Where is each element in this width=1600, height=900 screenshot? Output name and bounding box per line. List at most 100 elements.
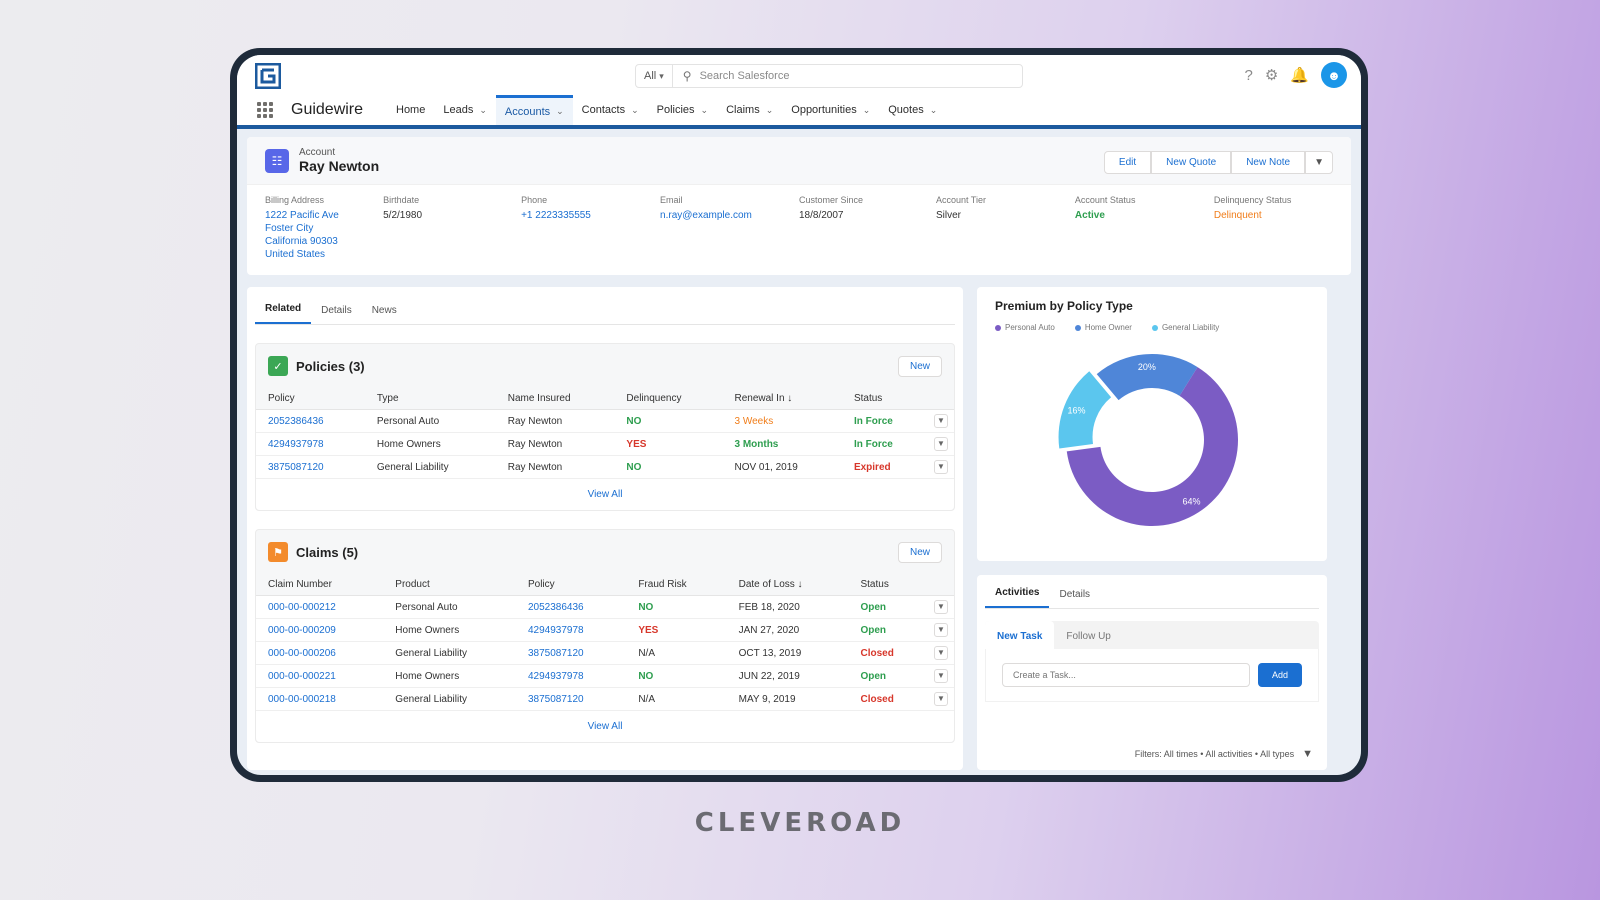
policies-view-all-link[interactable]: View All <box>256 479 954 510</box>
legend-item[interactable]: General Liability <box>1151 323 1219 332</box>
new-note-button[interactable]: New Note <box>1231 151 1306 174</box>
tab-activity-details[interactable]: Details <box>1059 589 1091 600</box>
bell-icon[interactable]: 🔔 <box>1290 67 1309 84</box>
new-quote-button[interactable]: New Quote <box>1151 151 1232 174</box>
chevron-down-icon[interactable]: ⌄ <box>765 104 774 115</box>
billing-address[interactable]: 1222 Pacific Ave Foster City California … <box>265 209 383 261</box>
column-header[interactable]: Fraud Risk <box>626 574 727 596</box>
search-scope-select[interactable]: All ▾ <box>636 65 673 87</box>
column-header[interactable]: Status <box>841 388 928 410</box>
app-launcher-icon[interactable] <box>257 102 273 118</box>
billing-line: Foster City <box>265 223 314 234</box>
table-cell: FEB 18, 2020 <box>726 595 849 619</box>
table-cell[interactable]: 2052386436 <box>256 409 365 433</box>
nav-item-opportunities[interactable]: Opportunities ⌄ <box>782 95 879 125</box>
row-menu-icon[interactable]: ▼ <box>934 623 948 637</box>
table-cell: Personal Auto <box>383 595 516 619</box>
new-claim-button[interactable]: New <box>897 541 942 563</box>
phone-link[interactable]: +1 2223335555 <box>521 210 591 221</box>
user-avatar[interactable]: ☻ <box>1321 62 1347 88</box>
table-cell[interactable]: 3875087120 <box>515 641 627 665</box>
search-input[interactable]: Search Salesforce <box>699 70 790 82</box>
nav-item-claims[interactable]: Claims ⌄ <box>717 95 782 125</box>
table-cell: In Force <box>841 409 928 433</box>
column-header[interactable]: Policy <box>256 388 365 410</box>
column-header[interactable]: Product <box>383 574 516 596</box>
tab-activities[interactable]: Activities <box>985 587 1050 608</box>
chevron-down-icon[interactable]: ⌄ <box>929 104 938 115</box>
table-cell[interactable]: 000-00-000218 <box>256 687 384 711</box>
nav-item-quotes[interactable]: Quotes ⌄ <box>879 95 946 125</box>
table-cell[interactable]: 4294937978 <box>515 618 627 642</box>
table-row: 000-00-000206 General Liability 3875087120… <box>256 641 954 665</box>
policies-title[interactable]: Policies (3) <box>296 358 365 374</box>
table-cell[interactable]: 000-00-000206 <box>256 641 384 665</box>
row-menu-icon[interactable]: ▼ <box>934 600 948 614</box>
claims-title[interactable]: Claims (5) <box>296 544 359 560</box>
help-icon[interactable]: ? <box>1244 66 1253 84</box>
donut-slice-general-liability[interactable] <box>1058 371 1112 449</box>
row-menu-icon[interactable]: ▼ <box>934 437 948 451</box>
gear-icon[interactable]: ⚙ <box>1264 67 1279 84</box>
table-cell[interactable]: 000-00-000209 <box>256 618 384 642</box>
column-header[interactable]: Policy <box>515 574 627 596</box>
global-search[interactable]: All ▾ ⚲ Search Salesforce <box>635 64 1023 88</box>
claims-view-all-link[interactable]: View All <box>256 711 954 742</box>
donut-slice-personal-auto[interactable] <box>1066 367 1238 526</box>
row-menu-icon[interactable]: ▼ <box>934 669 948 683</box>
field-label: Account Tier <box>935 195 986 205</box>
nav-item-label: Quotes <box>888 104 924 116</box>
add-task-button[interactable]: Add <box>1257 663 1302 687</box>
column-header[interactable]: Name Insured <box>495 388 615 410</box>
table-cell[interactable]: 4294937978 <box>515 664 627 688</box>
new-policy-button[interactable]: New <box>897 355 942 377</box>
legend-item[interactable]: Home Owner <box>1074 323 1132 332</box>
tab-related[interactable]: Related <box>255 303 312 324</box>
tab-new-task[interactable]: New Task <box>985 621 1055 649</box>
filter-icon[interactable]: ▼ <box>1302 748 1313 760</box>
more-actions-button[interactable]: ▼ <box>1305 151 1333 174</box>
table-cell[interactable]: 000-00-000212 <box>256 595 384 619</box>
table-cell[interactable]: 3875087120 <box>515 687 627 711</box>
row-menu-icon[interactable]: ▼ <box>934 692 948 706</box>
nav-item-accounts[interactable]: Accounts ⌄ <box>495 95 573 125</box>
chevron-down-icon[interactable]: ⌄ <box>631 104 639 115</box>
column-header[interactable]: Status <box>848 574 928 596</box>
edit-button[interactable]: Edit <box>1103 151 1152 174</box>
row-menu-icon[interactable]: ▼ <box>934 460 948 474</box>
row-menu-icon[interactable]: ▼ <box>934 414 948 428</box>
tab-details[interactable]: Details <box>321 305 352 316</box>
nav-item-home[interactable]: Home <box>387 95 434 125</box>
guidewire-logo-icon[interactable] <box>255 63 281 89</box>
chevron-down-icon[interactable]: ⌄ <box>479 104 487 115</box>
legend-item[interactable]: Personal Auto <box>995 323 1055 332</box>
chevron-down-icon[interactable]: ⌄ <box>862 104 871 115</box>
column-header[interactable]: Claim Number <box>256 574 384 596</box>
column-header[interactable]: Type <box>364 388 496 410</box>
donut-slice-home-owner[interactable] <box>1096 354 1198 401</box>
table-cell[interactable]: 2052386436 <box>515 595 627 619</box>
chevron-down-icon[interactable]: ⌄ <box>556 106 564 116</box>
nav-item-policies[interactable]: Policies ⌄ <box>648 95 717 125</box>
chevron-down-icon[interactable]: ⌄ <box>700 104 709 115</box>
task-input[interactable] <box>1002 663 1250 687</box>
row-menu-icon[interactable]: ▼ <box>934 646 948 660</box>
column-header[interactable]: Date of Loss ↓ <box>726 574 849 596</box>
table-cell[interactable]: 4294937978 <box>256 432 365 456</box>
field-label: Email <box>660 195 683 205</box>
table-cell: Closed <box>848 687 928 711</box>
email-field: Email n.ray@example.com <box>660 195 799 261</box>
table-cell: NOV 01, 2019 <box>722 455 842 479</box>
column-header[interactable]: Renewal In ↓ <box>722 388 842 410</box>
column-header[interactable]: Delinquency <box>614 388 723 410</box>
nav-item-leads[interactable]: Leads ⌄ <box>434 95 496 125</box>
nav-item-label: Home <box>396 104 426 116</box>
tab-news[interactable]: News <box>371 305 397 316</box>
table-cell[interactable]: 000-00-000221 <box>256 664 384 688</box>
nav-item-label: Opportunities <box>791 104 857 116</box>
email-link[interactable]: n.ray@example.com <box>660 210 752 221</box>
nav-item-contacts[interactable]: Contacts ⌄ <box>573 95 648 125</box>
policies-table: Policy Type Name Insured Delinquency Renewal… <box>256 388 954 479</box>
tab-follow-up[interactable]: Follow Up <box>1066 631 1111 642</box>
table-cell[interactable]: 3875087120 <box>256 455 365 479</box>
